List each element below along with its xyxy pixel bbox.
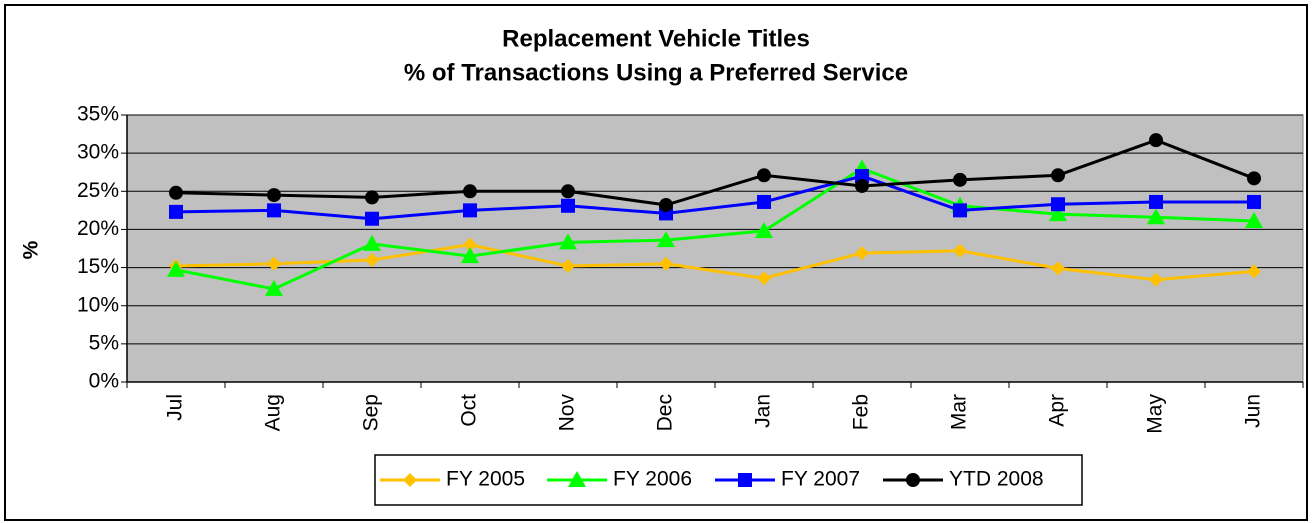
marker xyxy=(1051,168,1065,183)
y-tick-label: 35% xyxy=(77,103,119,126)
marker xyxy=(657,231,675,248)
marker xyxy=(265,279,283,296)
marker xyxy=(659,256,673,271)
marker xyxy=(363,234,381,251)
marker xyxy=(267,256,281,271)
marker xyxy=(906,473,920,487)
x-tick-label: Mar xyxy=(948,394,971,430)
marker xyxy=(403,473,417,487)
plot-area xyxy=(126,114,1304,383)
marker xyxy=(559,233,577,250)
marker xyxy=(1245,212,1263,229)
x-tick-label: Oct xyxy=(458,394,481,427)
marker xyxy=(568,471,586,487)
marker xyxy=(463,184,477,199)
marker xyxy=(561,184,575,199)
marker xyxy=(463,237,477,252)
y-tick-label: 15% xyxy=(77,255,119,278)
marker xyxy=(738,473,752,487)
marker xyxy=(953,203,967,218)
legend-label: FY 2006 xyxy=(613,468,692,491)
x-tick-label: Jun xyxy=(1242,394,1265,428)
marker xyxy=(365,190,379,205)
marker xyxy=(755,221,773,238)
marker xyxy=(1247,171,1261,186)
marker xyxy=(561,198,575,213)
y-tick-label: 0% xyxy=(89,370,119,393)
marker xyxy=(1149,133,1163,148)
marker xyxy=(855,169,869,184)
marker xyxy=(757,271,771,286)
y-axis-label: % xyxy=(20,240,43,259)
x-tick-label: Sep xyxy=(360,394,383,431)
x-tick-label: Apr xyxy=(1046,394,1069,427)
marker xyxy=(561,259,575,274)
marker xyxy=(167,260,185,277)
marker xyxy=(365,252,379,267)
marker xyxy=(757,194,771,209)
x-tick-label: Feb xyxy=(850,394,873,430)
x-tick-label: May xyxy=(1144,394,1167,434)
marker xyxy=(1051,261,1065,276)
x-tick-label: Nov xyxy=(556,394,579,432)
chart-title: Replacement Vehicle Titles xyxy=(502,25,810,52)
y-tick-label: 30% xyxy=(77,141,119,164)
marker xyxy=(267,203,281,218)
marker xyxy=(1147,208,1165,225)
marker xyxy=(169,204,183,219)
marker xyxy=(1051,197,1065,212)
series-line xyxy=(175,174,1254,221)
x-tick-label: Jul xyxy=(164,394,187,421)
y-tick-label: 25% xyxy=(77,179,119,202)
legend-label: YTD 2008 xyxy=(949,468,1044,491)
marker xyxy=(659,198,673,213)
marker xyxy=(1247,264,1261,279)
marker xyxy=(855,246,869,261)
marker xyxy=(461,247,479,264)
legend-label: FY 2007 xyxy=(781,468,860,491)
marker xyxy=(1247,194,1261,209)
x-tick-label: Dec xyxy=(654,394,677,431)
marker xyxy=(953,243,967,258)
marker xyxy=(855,178,869,193)
series-line xyxy=(175,166,1255,291)
y-tick-label: 5% xyxy=(89,331,119,354)
marker xyxy=(1149,194,1163,209)
x-tick-label: Aug xyxy=(262,394,285,431)
marker xyxy=(267,188,281,203)
marker xyxy=(365,211,379,226)
legend-label: FY 2005 xyxy=(446,468,525,491)
marker xyxy=(463,203,477,218)
chart-subtitle: % of Transactions Using a Preferred Serv… xyxy=(404,59,908,86)
series-line xyxy=(175,138,1255,207)
marker xyxy=(1049,205,1067,222)
y-tick-label: 10% xyxy=(77,293,119,316)
x-tick-label: Jan xyxy=(752,394,775,428)
series-line xyxy=(175,243,1255,282)
marker xyxy=(1149,272,1163,287)
marker xyxy=(169,185,183,200)
marker xyxy=(757,168,771,183)
marker xyxy=(953,172,967,187)
y-tick-label: 20% xyxy=(77,217,119,240)
